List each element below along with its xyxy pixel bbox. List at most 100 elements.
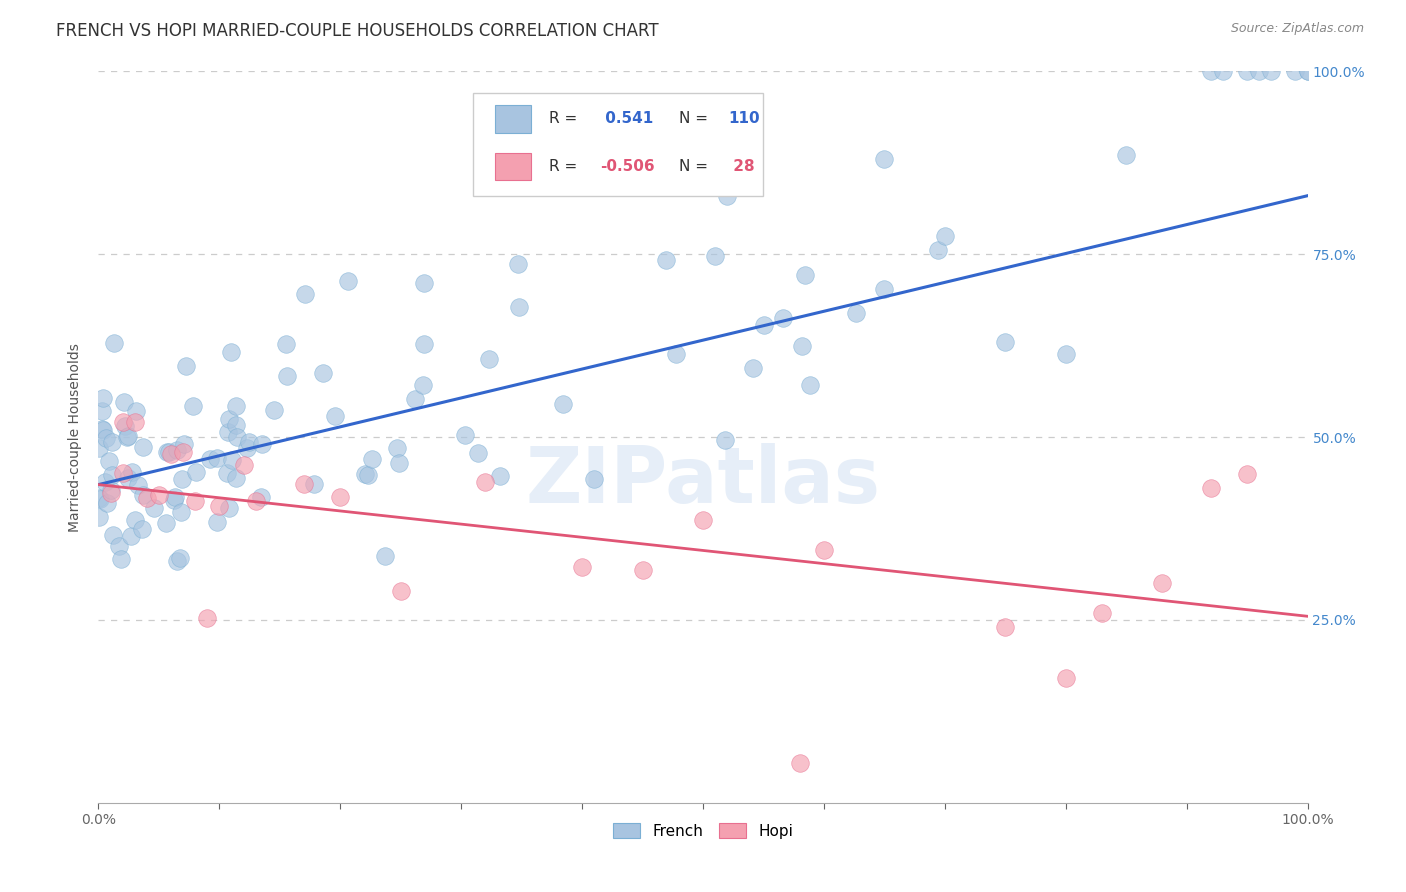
Point [172, 444, 194, 458]
Point [323, 409, 346, 423]
Point [793, 268, 815, 282]
Point [173, 437, 195, 451]
Point [704, 249, 727, 263]
Point [98, 453, 121, 467]
Point [873, 152, 896, 166]
Point [474, 475, 496, 489]
FancyBboxPatch shape [495, 153, 531, 180]
Point [181, 399, 204, 413]
Point [716, 188, 738, 202]
Point [353, 467, 375, 482]
Text: 0.541: 0.541 [600, 112, 654, 127]
Point [665, 347, 688, 361]
Point [184, 494, 207, 508]
Point [186, 465, 208, 479]
Point [1260, 64, 1282, 78]
Point [91, 422, 114, 436]
Point [148, 488, 170, 502]
Point [176, 359, 198, 374]
Point [225, 399, 247, 413]
Point [110, 552, 132, 566]
Legend: French, Hopi: French, Hopi [605, 815, 801, 847]
Point [1115, 148, 1137, 162]
Point [994, 334, 1017, 349]
Point [117, 471, 139, 485]
Point [250, 490, 273, 504]
Point [312, 367, 335, 381]
Point [124, 513, 146, 527]
Point [1054, 347, 1077, 361]
Point [160, 447, 183, 461]
Point [163, 491, 186, 505]
Point [218, 412, 240, 426]
Point [156, 445, 179, 459]
Point [155, 516, 177, 530]
Point [454, 428, 477, 442]
Point [100, 468, 122, 483]
Point [124, 416, 146, 430]
FancyBboxPatch shape [474, 94, 763, 195]
Point [413, 337, 436, 351]
Point [488, 468, 510, 483]
Point [218, 500, 240, 515]
Point [169, 550, 191, 565]
Point [337, 274, 360, 288]
Text: Source: ZipAtlas.com: Source: ZipAtlas.com [1230, 22, 1364, 36]
Point [1236, 467, 1258, 481]
Point [374, 549, 396, 563]
Point [135, 491, 157, 505]
Point [166, 443, 188, 458]
FancyBboxPatch shape [495, 105, 531, 133]
Point [571, 560, 593, 574]
Point [292, 476, 315, 491]
Text: 28: 28 [728, 159, 755, 174]
Point [276, 369, 298, 384]
Point [245, 493, 267, 508]
Point [91, 423, 114, 437]
Point [215, 466, 238, 480]
Text: ZIPatlas: ZIPatlas [526, 443, 880, 519]
Point [388, 456, 411, 470]
Point [1199, 64, 1222, 78]
Point [100, 483, 122, 498]
Point [873, 282, 896, 296]
Point [1296, 64, 1319, 78]
Point [799, 377, 821, 392]
Point [772, 311, 794, 326]
Point [934, 228, 956, 243]
Point [101, 435, 124, 450]
Point [741, 360, 763, 375]
Point [1152, 576, 1174, 591]
Point [131, 522, 153, 536]
Point [87, 510, 110, 524]
Point [655, 252, 678, 267]
Point [94, 475, 117, 489]
Point [238, 435, 260, 450]
Point [404, 392, 426, 406]
Point [752, 318, 775, 333]
Point [132, 488, 155, 502]
Point [1212, 64, 1234, 78]
Point [117, 429, 139, 443]
Point [1236, 64, 1258, 78]
Point [329, 490, 352, 504]
Point [387, 441, 409, 455]
Point [103, 336, 125, 351]
Point [250, 437, 273, 451]
Point [166, 554, 188, 568]
Point [114, 419, 136, 434]
Point [276, 337, 298, 351]
Point [125, 404, 148, 418]
Point [360, 451, 382, 466]
Point [120, 529, 142, 543]
Text: N =: N = [679, 112, 713, 127]
Point [412, 377, 434, 392]
Point [1054, 672, 1077, 686]
Point [1249, 64, 1271, 78]
Point [467, 446, 489, 460]
Point [170, 505, 193, 519]
Point [163, 492, 186, 507]
Y-axis label: Married-couple Households: Married-couple Households [69, 343, 83, 532]
Point [508, 257, 530, 271]
Point [121, 465, 143, 479]
